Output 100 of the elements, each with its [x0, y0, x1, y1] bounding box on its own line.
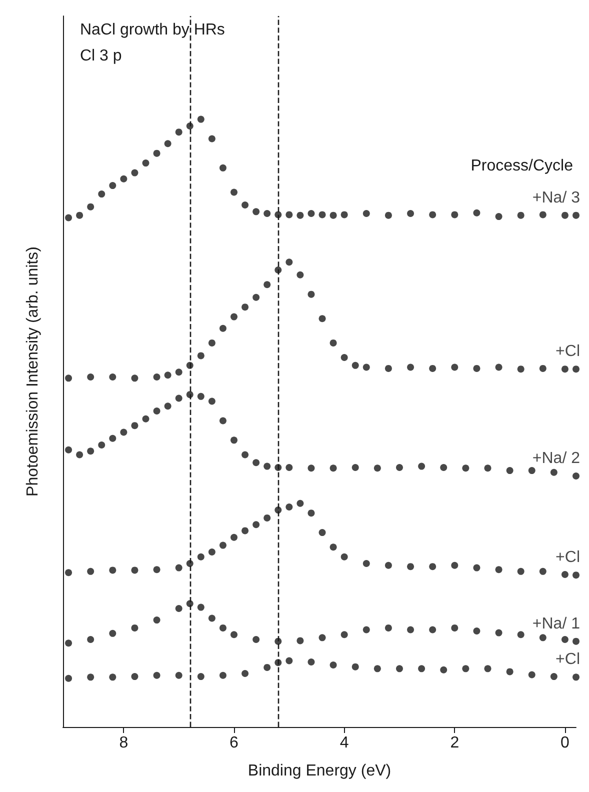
point: [208, 614, 216, 622]
point: [109, 182, 116, 190]
point: [517, 568, 524, 575]
point: [330, 464, 337, 472]
point: [109, 630, 116, 637]
point: [208, 135, 216, 142]
point: [252, 294, 260, 301]
point: [175, 605, 182, 612]
point: [362, 560, 370, 568]
point: [528, 467, 536, 474]
point: [208, 339, 216, 346]
point: [175, 368, 182, 376]
point: [418, 462, 426, 470]
point: [252, 208, 260, 216]
point: [242, 201, 249, 208]
point: [296, 500, 304, 507]
point: [495, 364, 502, 371]
point: [76, 451, 84, 458]
point: [340, 354, 348, 362]
point: [495, 629, 502, 636]
point: [384, 364, 392, 372]
point: [473, 364, 480, 372]
point: [296, 637, 304, 644]
point: [208, 398, 216, 405]
text: NaCl growth by HRs: [80, 22, 225, 38]
point: [186, 600, 194, 608]
point: [175, 394, 182, 402]
point: [197, 116, 204, 123]
point: [451, 562, 458, 569]
point: [296, 212, 304, 219]
point: [131, 624, 138, 632]
point: [98, 442, 106, 449]
point: [340, 553, 348, 560]
point: [340, 631, 348, 638]
point: [473, 209, 480, 216]
point: [473, 627, 480, 634]
point: [286, 211, 293, 218]
point: [308, 510, 315, 517]
point: [219, 672, 226, 679]
point: [142, 160, 150, 167]
point: [318, 315, 326, 322]
point: [330, 544, 337, 551]
point: [242, 451, 249, 458]
point: [242, 527, 249, 534]
point: [65, 374, 72, 382]
point: [264, 664, 271, 671]
point: [65, 446, 72, 454]
point: [539, 211, 546, 218]
point: [87, 636, 94, 643]
point: [440, 464, 448, 472]
point: [197, 604, 204, 611]
point: [65, 569, 72, 576]
point: [451, 624, 458, 632]
point: [264, 462, 271, 470]
point: [330, 212, 337, 219]
series-label: +Cl: [556, 651, 580, 668]
x-axis-title: Binding Energy (eV): [248, 762, 392, 780]
point: [561, 636, 568, 643]
point: [197, 673, 204, 680]
point: [230, 534, 238, 541]
point: [572, 212, 580, 219]
point: [286, 504, 293, 511]
point: [153, 408, 160, 414]
x-tick-label: 4: [340, 734, 349, 752]
point: [87, 674, 94, 681]
series-label: +Cl: [556, 343, 580, 360]
point: [374, 665, 381, 672]
y-axis-title: Photoemission Intensity (arb. units): [24, 246, 42, 496]
point: [242, 670, 249, 678]
x-tick-label: 0: [560, 734, 570, 752]
point: [528, 671, 536, 678]
point: [286, 464, 293, 472]
point: [572, 472, 580, 480]
point: [572, 366, 580, 373]
point: [286, 258, 293, 266]
point: [109, 434, 116, 442]
point: [362, 210, 370, 217]
legend-title: Process/Cycle: [470, 158, 574, 174]
point: [109, 566, 116, 574]
x-tick-label: 8: [119, 734, 128, 752]
point: [550, 468, 558, 476]
point: [429, 211, 436, 218]
point: [230, 436, 238, 444]
series-label: +Na/ 2: [532, 450, 580, 468]
point: [286, 657, 293, 664]
point: [374, 464, 381, 472]
series-label: +Na/ 3: [532, 189, 580, 206]
point: [264, 281, 271, 288]
point: [407, 210, 414, 217]
point: [230, 631, 238, 638]
point: [318, 529, 326, 536]
point: [264, 514, 271, 522]
point: [296, 271, 304, 278]
point: [252, 521, 260, 528]
point: [429, 364, 436, 372]
point: [384, 624, 392, 632]
point: [252, 459, 260, 466]
point: [87, 373, 94, 380]
point: [572, 674, 580, 681]
point: [65, 214, 72, 222]
